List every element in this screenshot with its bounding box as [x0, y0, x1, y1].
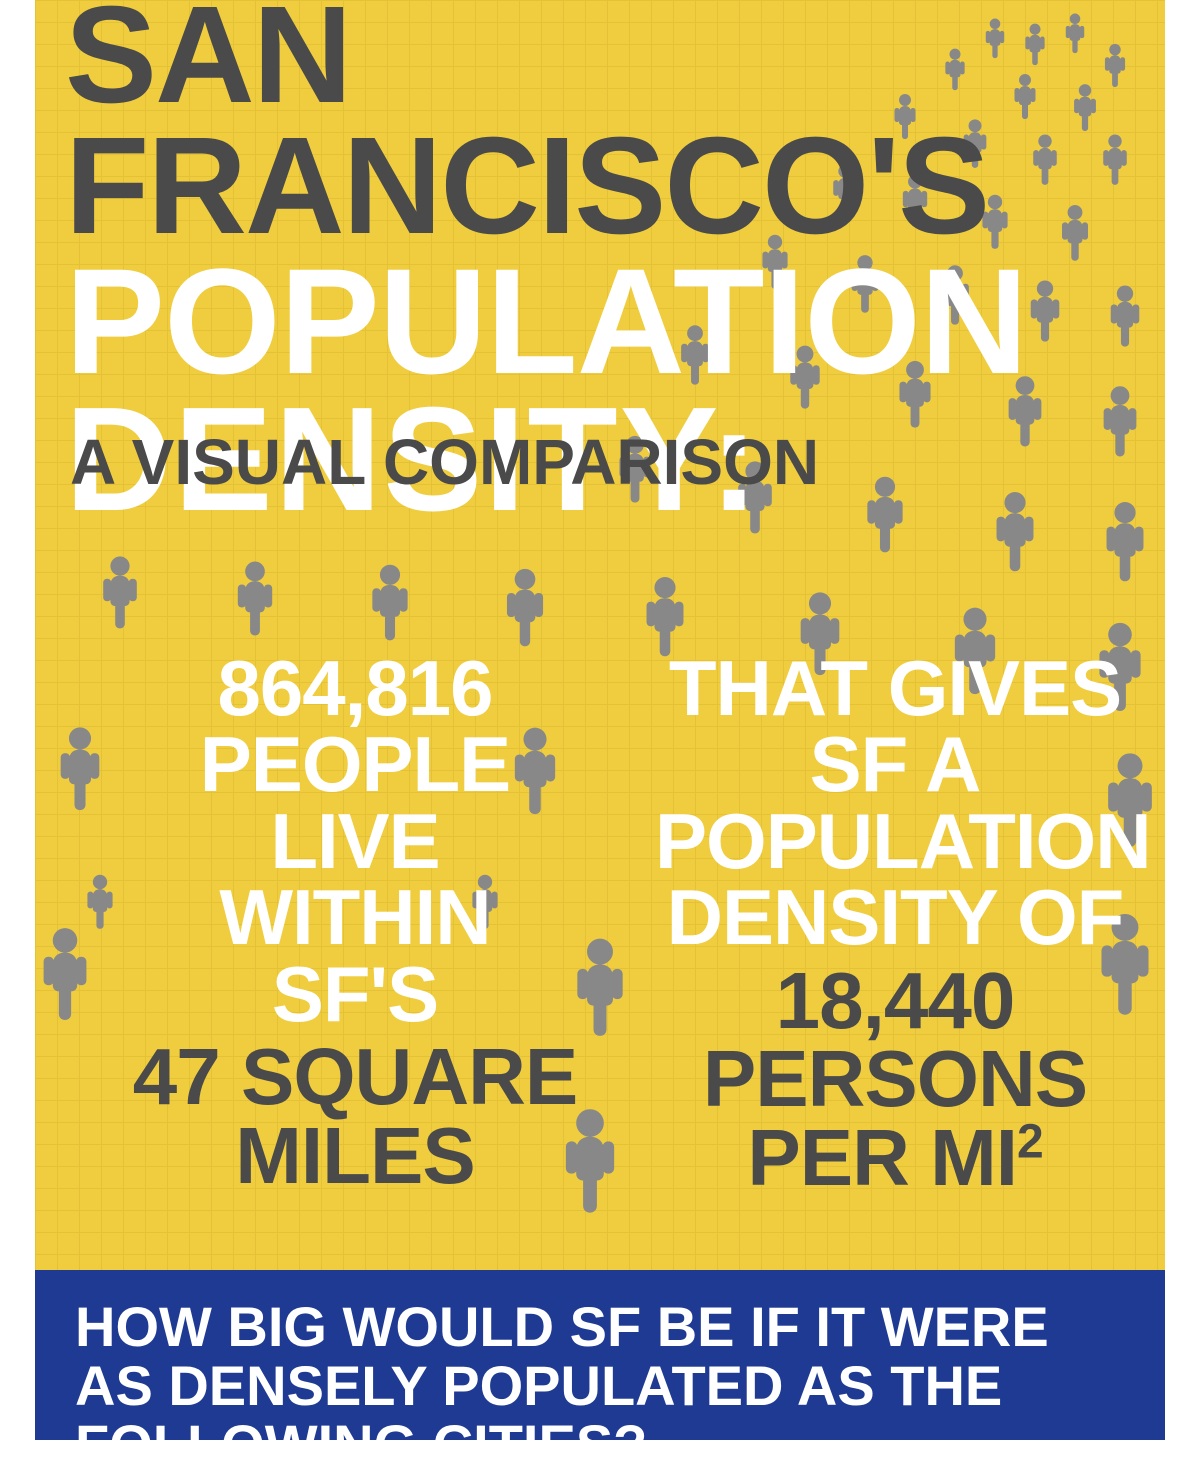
- hero-panel: SAN FRANCISCO'S POPULATION DENSITY: A VI…: [35, 0, 1165, 1270]
- stat-left-dark: 47 SQUARE MILES: [115, 1038, 595, 1195]
- person-icon: [372, 565, 407, 641]
- person-icon: [87, 875, 112, 929]
- question-panel: HOW BIG WOULD SF BE IF IT WERE AS DENSEL…: [35, 1270, 1165, 1440]
- person-icon: [61, 727, 100, 810]
- stat-left: 864,816 PEOPLE LIVE WITHIN SF'S 47 SQUAR…: [115, 650, 595, 1195]
- title-line-1: SAN FRANCISCO'S: [65, 0, 1165, 252]
- person-icon: [103, 556, 137, 628]
- stat-right: THAT GIVES SF A POPULATION DENSITY OF 18…: [655, 650, 1135, 1197]
- title-line-2: POPULATION: [65, 252, 1165, 390]
- person-icon: [44, 928, 87, 1020]
- question-text: HOW BIG WOULD SF BE IF IT WERE AS DENSEL…: [75, 1298, 1125, 1474]
- person-icon: [507, 569, 543, 646]
- person-icon: [238, 562, 272, 636]
- stat-right-white: THAT GIVES SF A POPULATION DENSITY OF: [655, 650, 1135, 956]
- stat-left-white: 864,816 PEOPLE LIVE WITHIN SF'S: [115, 650, 595, 1032]
- subtitle: A VISUAL COMPARISON: [70, 425, 819, 499]
- stat-right-dark: 18,440 PERSONS PER MI2: [655, 962, 1135, 1197]
